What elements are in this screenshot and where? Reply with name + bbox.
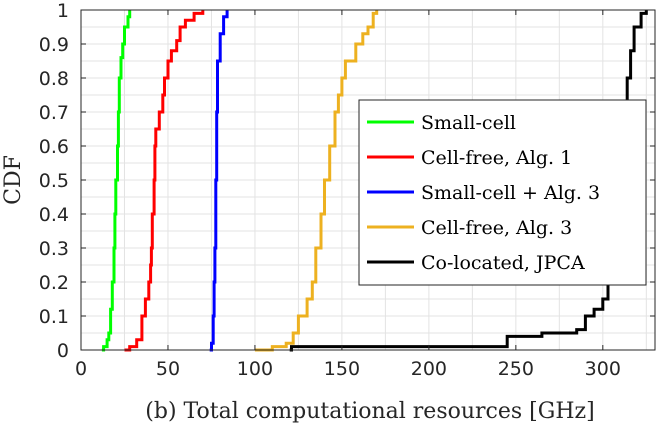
axis-ticks bbox=[80, 9, 655, 351]
y-tick-label: 0.9 bbox=[39, 34, 69, 56]
x-tick-label: 250 bbox=[498, 358, 534, 380]
y-tick-label: 0.8 bbox=[39, 68, 69, 90]
x-tick-label: 50 bbox=[156, 358, 180, 380]
legend-label: Cell-free, Alg. 3 bbox=[421, 217, 572, 239]
series-line-small-cell bbox=[101, 10, 132, 352]
x-tick-label: 150 bbox=[324, 358, 360, 380]
y-tick-labels: 0 0.1 0.2 0.3 0.4 0.5 0.6 0.7 0.8 0.9 1 bbox=[39, 0, 69, 362]
y-tick-label: 0.1 bbox=[39, 306, 69, 328]
series-line-cell-free-alg-3 bbox=[254, 10, 379, 352]
y-tick-label: 0.5 bbox=[39, 170, 69, 192]
y-tick-label: 0.4 bbox=[39, 204, 69, 226]
x-axis-label: (b) Total computational resources [GHz] bbox=[145, 399, 594, 424]
legend-label: Small-cell bbox=[421, 112, 516, 134]
x-tick-label: 300 bbox=[585, 358, 621, 380]
y-tick-label: 0.6 bbox=[39, 136, 69, 158]
series-line-small-cell-alg-3 bbox=[209, 10, 229, 352]
y-tick-label: 0 bbox=[57, 340, 69, 362]
x-tick-labels: 0 50 100 150 200 250 300 bbox=[75, 358, 621, 380]
x-tick-label: 100 bbox=[237, 358, 273, 380]
legend-label: Small-cell + Alg. 3 bbox=[421, 182, 600, 204]
x-tick-label: 0 bbox=[75, 358, 87, 380]
x-tick-label: 200 bbox=[411, 358, 447, 380]
y-tick-label: 0.3 bbox=[39, 238, 69, 260]
legend: Small-cell Cell-free, Alg. 1 Small-cell + … bbox=[358, 99, 647, 286]
series-line-cell-free-alg-1 bbox=[124, 10, 205, 352]
y-tick-label: 0.2 bbox=[39, 272, 69, 294]
y-axis-label: CDF bbox=[1, 155, 26, 205]
y-tick-label: 1 bbox=[57, 0, 69, 22]
legend-label: Co-located, JPCA bbox=[421, 252, 585, 274]
legend-label: Cell-free, Alg. 1 bbox=[421, 147, 572, 169]
y-tick-label: 0.7 bbox=[39, 102, 69, 124]
